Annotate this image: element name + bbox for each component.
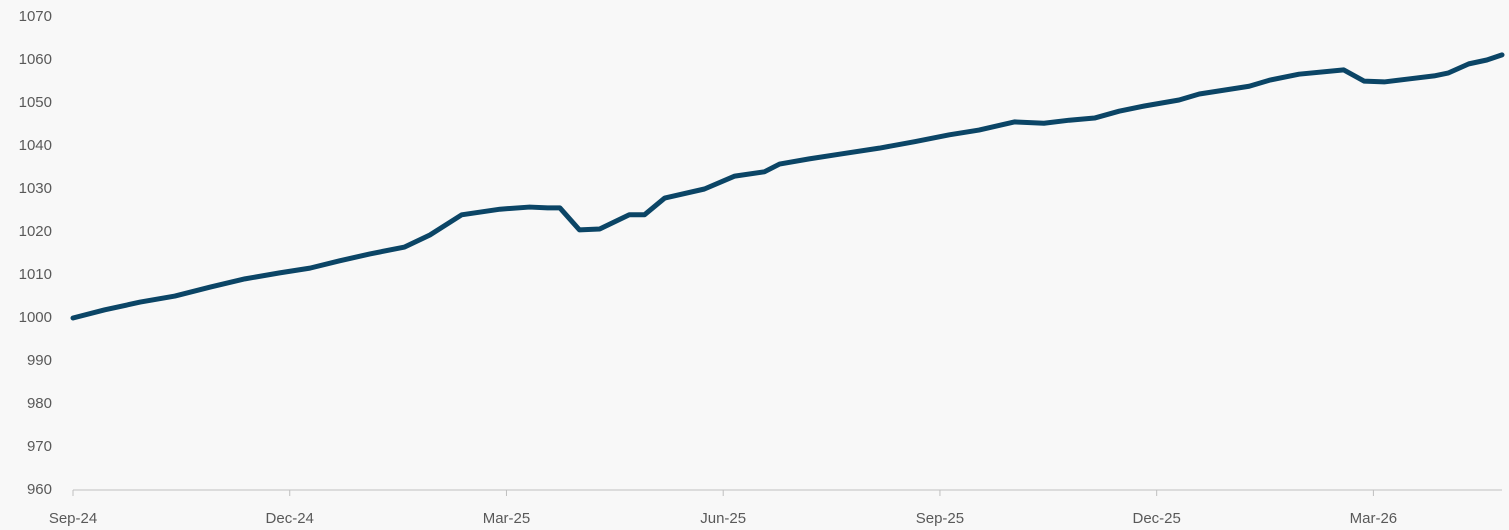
y-tick-label: 1070 [19,8,52,25]
y-tick-label: 970 [27,438,52,455]
y-tick-label: 1010 [19,266,52,283]
line [70,52,1505,321]
y-tick-label: 1030 [19,180,52,197]
x-tick-label: Jun-25 [700,510,746,527]
y-tick-label: 1050 [19,94,52,111]
y-tick-label: 1000 [19,309,52,326]
y-tick-label: 1060 [19,51,52,68]
x-tick-label: Mar-25 [483,510,531,527]
y-tick-label: 1020 [19,223,52,240]
x-tick-label: Sep-25 [916,510,964,527]
y-tick-label: 960 [27,481,52,498]
x-tick-label: Dec-24 [266,510,314,527]
x-tick-label: Sep-24 [49,510,97,527]
y-tick-label: 990 [27,352,52,369]
y-tick-label: 980 [27,395,52,412]
x-tick-label: Dec-25 [1132,510,1180,527]
x-tick-label: Mar-26 [1350,510,1398,527]
y-tick-label: 1040 [19,137,52,154]
